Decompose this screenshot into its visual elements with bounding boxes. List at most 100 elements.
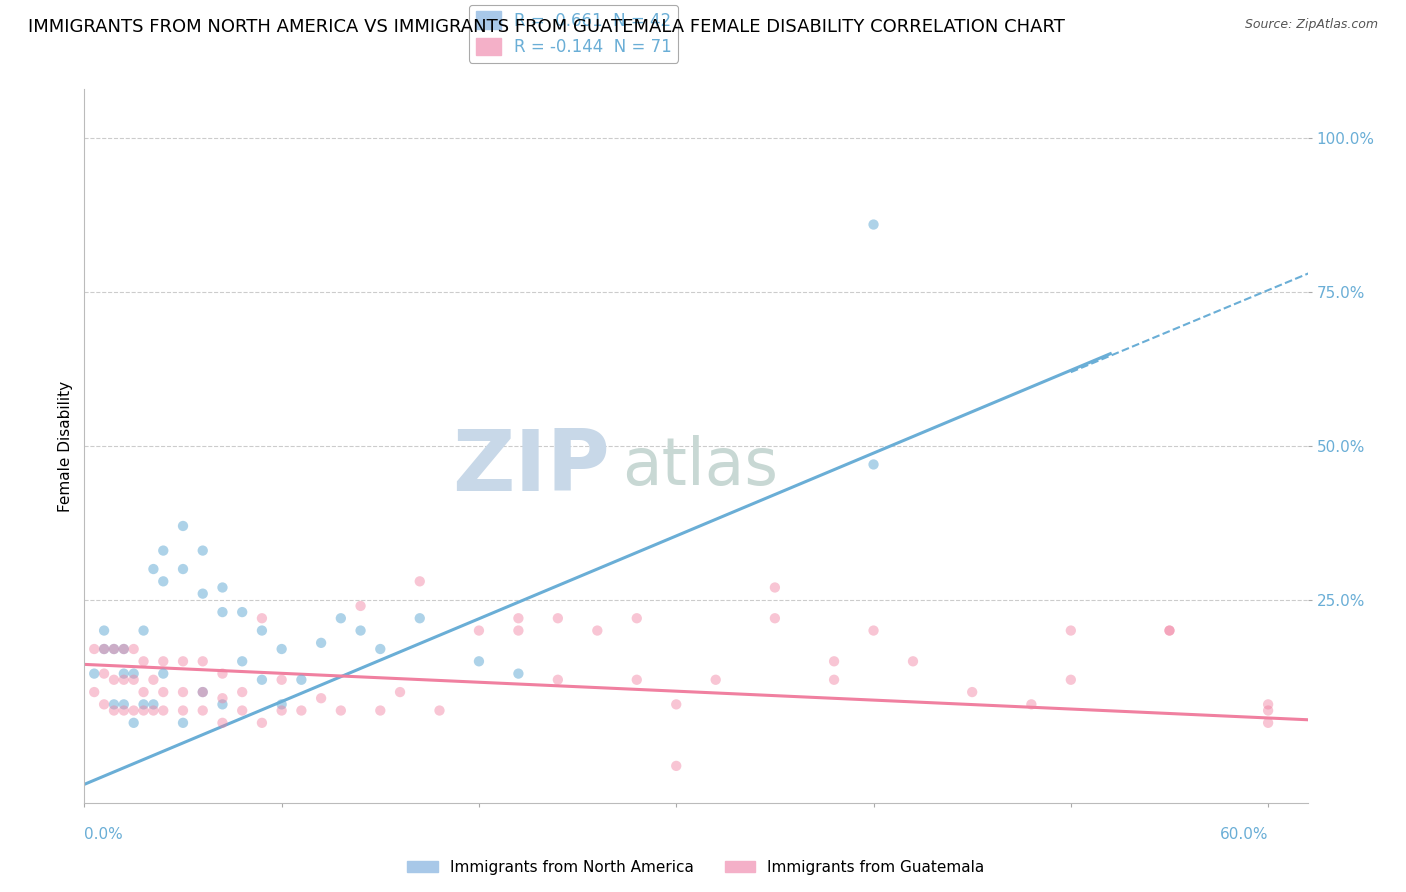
Point — [665, 698, 688, 712]
Point — [862, 458, 884, 472]
Point — [112, 666, 135, 681]
Point — [191, 543, 214, 558]
Point — [1159, 624, 1181, 638]
Point — [142, 673, 165, 687]
Point — [132, 685, 155, 699]
Point — [93, 642, 115, 657]
Point — [191, 704, 214, 718]
Point — [142, 704, 165, 718]
Point — [142, 698, 165, 712]
Point — [823, 654, 845, 668]
Point — [112, 642, 135, 657]
Point — [250, 611, 273, 625]
Point — [211, 698, 233, 712]
Point — [250, 715, 273, 730]
Point — [172, 519, 194, 533]
Text: ZIP: ZIP — [453, 425, 610, 509]
Point — [409, 574, 432, 589]
Point — [103, 642, 125, 657]
Point — [172, 654, 194, 668]
Point — [626, 673, 648, 687]
Point — [960, 685, 983, 699]
Point — [132, 704, 155, 718]
Point — [231, 704, 253, 718]
Point — [368, 704, 391, 718]
Point — [112, 704, 135, 718]
Point — [1159, 624, 1181, 638]
Point — [508, 624, 530, 638]
Point — [309, 636, 332, 650]
Point — [142, 562, 165, 576]
Point — [132, 698, 155, 712]
Point — [329, 611, 352, 625]
Point — [132, 624, 155, 638]
Point — [191, 685, 214, 699]
Point — [368, 642, 391, 657]
Point — [152, 543, 174, 558]
Point — [172, 715, 194, 730]
Point — [270, 673, 292, 687]
Point — [270, 698, 292, 712]
Point — [665, 759, 688, 773]
Point — [152, 704, 174, 718]
Point — [468, 654, 491, 668]
Point — [862, 624, 884, 638]
Point — [122, 715, 145, 730]
Point — [547, 673, 569, 687]
Text: 0.0%: 0.0% — [84, 828, 124, 842]
Point — [547, 611, 569, 625]
Point — [112, 698, 135, 712]
Point — [389, 685, 412, 699]
Point — [103, 673, 125, 687]
Point — [191, 685, 214, 699]
Point — [152, 574, 174, 589]
Point — [132, 654, 155, 668]
Point — [112, 673, 135, 687]
Point — [172, 685, 194, 699]
Point — [763, 581, 786, 595]
Point — [704, 673, 727, 687]
Point — [211, 581, 233, 595]
Point — [122, 673, 145, 687]
Point — [1060, 673, 1083, 687]
Point — [231, 654, 253, 668]
Text: Source: ZipAtlas.com: Source: ZipAtlas.com — [1244, 18, 1378, 31]
Text: 60.0%: 60.0% — [1219, 828, 1268, 842]
Point — [211, 605, 233, 619]
Point — [83, 642, 105, 657]
Point — [93, 666, 115, 681]
Point — [270, 704, 292, 718]
Point — [508, 611, 530, 625]
Y-axis label: Female Disability: Female Disability — [58, 380, 73, 512]
Point — [152, 666, 174, 681]
Point — [231, 605, 253, 619]
Point — [823, 673, 845, 687]
Point — [231, 685, 253, 699]
Point — [152, 685, 174, 699]
Point — [763, 611, 786, 625]
Point — [626, 611, 648, 625]
Point — [290, 673, 312, 687]
Point — [250, 624, 273, 638]
Point — [103, 698, 125, 712]
Point — [1257, 715, 1279, 730]
Point — [349, 624, 371, 638]
Point — [152, 654, 174, 668]
Point — [270, 642, 292, 657]
Point — [122, 666, 145, 681]
Point — [586, 624, 609, 638]
Point — [103, 704, 125, 718]
Point — [83, 685, 105, 699]
Text: IMMIGRANTS FROM NORTH AMERICA VS IMMIGRANTS FROM GUATEMALA FEMALE DISABILITY COR: IMMIGRANTS FROM NORTH AMERICA VS IMMIGRA… — [28, 18, 1064, 36]
Point — [429, 704, 451, 718]
Point — [468, 624, 491, 638]
Point — [211, 715, 233, 730]
Point — [862, 218, 884, 232]
Point — [290, 704, 312, 718]
Point — [93, 698, 115, 712]
Point — [172, 704, 194, 718]
Point — [1257, 698, 1279, 712]
Point — [211, 666, 233, 681]
Point — [172, 562, 194, 576]
Point — [122, 704, 145, 718]
